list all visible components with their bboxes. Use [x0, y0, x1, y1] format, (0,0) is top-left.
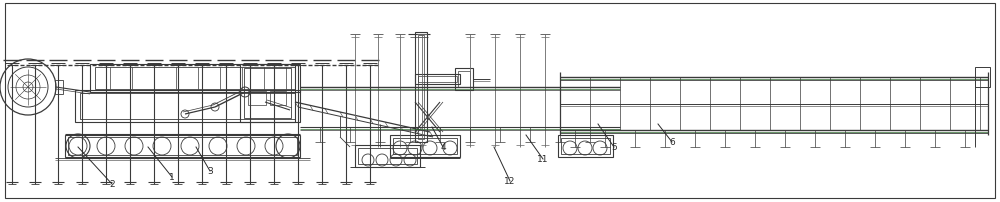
Bar: [561, 138, 610, 154]
Text: 11: 11: [537, 155, 549, 164]
Text: 6: 6: [669, 138, 675, 147]
Bar: [415, 75, 460, 85]
Bar: [390, 135, 460, 157]
Bar: [244, 69, 291, 118]
Bar: [358, 148, 417, 164]
Bar: [418, 77, 457, 83]
Bar: [270, 92, 286, 105]
Bar: [68, 137, 297, 155]
Bar: [240, 65, 295, 122]
Text: 1: 1: [169, 173, 175, 182]
Bar: [65, 135, 300, 157]
Bar: [393, 138, 457, 154]
Bar: [455, 69, 473, 90]
Bar: [418, 36, 424, 139]
Bar: [95, 68, 295, 89]
Bar: [458, 72, 470, 87]
Text: 5: 5: [611, 143, 617, 152]
Bar: [558, 135, 613, 157]
Text: 2: 2: [109, 180, 115, 188]
Bar: [75, 90, 300, 122]
Text: 4: 4: [440, 143, 446, 152]
Bar: [415, 33, 427, 142]
Bar: [80, 94, 295, 119]
Bar: [90, 65, 300, 93]
Bar: [55, 81, 63, 95]
Bar: [355, 145, 420, 167]
Bar: [975, 68, 990, 87]
Bar: [248, 92, 266, 105]
Text: 12: 12: [504, 177, 516, 186]
Text: 3: 3: [207, 167, 213, 176]
